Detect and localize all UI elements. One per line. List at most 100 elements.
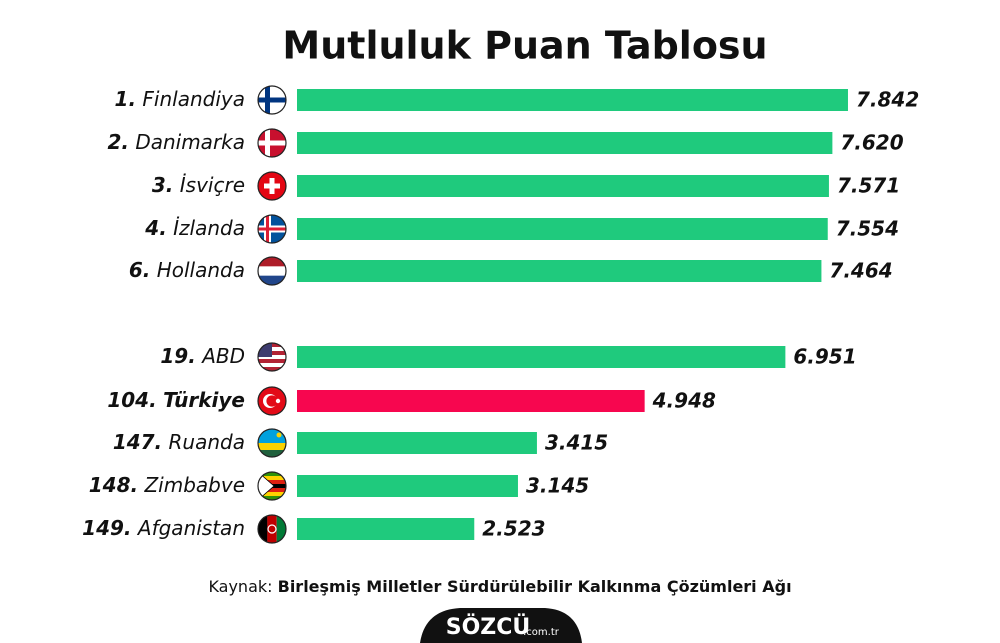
rank: 19. bbox=[160, 344, 195, 368]
value-label: 7.620 bbox=[840, 131, 903, 155]
value-label: 7.571 bbox=[837, 174, 900, 198]
country: İsviçre bbox=[180, 173, 245, 197]
chart-title: Mutluluk Puan Tablosu bbox=[282, 24, 767, 68]
flag-part bbox=[258, 496, 286, 500]
category-label: 2. Danimarka bbox=[107, 130, 245, 154]
bar bbox=[297, 390, 645, 412]
country: Ruanda bbox=[169, 430, 245, 454]
flag-part bbox=[258, 367, 286, 371]
flag-part bbox=[258, 227, 286, 231]
flag-border bbox=[257, 214, 287, 244]
country: ABD bbox=[200, 344, 245, 368]
source-text: Birleşmiş Milletler Sürdürülebilir Kalkı… bbox=[278, 577, 792, 596]
flag-part bbox=[258, 429, 286, 443]
flag bbox=[258, 257, 286, 285]
bar bbox=[297, 260, 822, 282]
source: Kaynak: Birleşmiş Milletler Sürdürülebil… bbox=[208, 577, 791, 596]
flag-part bbox=[258, 476, 286, 481]
value-label: 2.523 bbox=[482, 517, 545, 541]
country: Afganistan bbox=[136, 516, 245, 540]
flag-part bbox=[258, 257, 286, 267]
flag-part bbox=[276, 515, 286, 543]
flag-part bbox=[258, 450, 286, 457]
flag-part bbox=[267, 515, 277, 543]
rank: 1. bbox=[115, 87, 137, 111]
category-label: 149. Afganistan bbox=[82, 516, 245, 540]
flag-part bbox=[258, 480, 286, 485]
logo: SÖZCÜ bbox=[446, 614, 531, 640]
flag-part bbox=[258, 97, 286, 103]
category-label: 4. İzlanda bbox=[144, 216, 245, 240]
value-label: 3.415 bbox=[545, 431, 608, 455]
flag-part bbox=[258, 492, 286, 497]
flag-border bbox=[257, 471, 287, 501]
flag-part bbox=[258, 515, 268, 543]
rank: 148. bbox=[89, 473, 138, 497]
flag-border bbox=[257, 514, 287, 544]
value-label: 3.145 bbox=[526, 474, 589, 498]
flag-part bbox=[266, 395, 278, 407]
category-label: 147. Ruanda bbox=[113, 430, 245, 454]
bar bbox=[297, 89, 848, 111]
flag bbox=[258, 129, 286, 157]
country: İzlanda bbox=[173, 216, 245, 240]
category-label: 148. Zimbabve bbox=[89, 473, 245, 497]
flag bbox=[258, 387, 286, 415]
flag-border bbox=[257, 428, 287, 458]
value-label: 7.554 bbox=[836, 217, 899, 241]
flag bbox=[258, 429, 286, 457]
category-label: 6. Hollanda bbox=[129, 258, 245, 282]
rank: 4. bbox=[144, 216, 167, 240]
flag-part bbox=[258, 140, 286, 146]
source-prefix: Kaynak: bbox=[208, 577, 272, 596]
flag-border bbox=[257, 171, 287, 201]
flag bbox=[258, 472, 286, 500]
category-label: 104. Türkiye bbox=[107, 388, 245, 412]
flag-border bbox=[257, 342, 287, 372]
flag-part bbox=[258, 472, 275, 500]
country: Finlandiya bbox=[142, 87, 245, 111]
category-label: 19. ABD bbox=[160, 344, 245, 368]
flag-border bbox=[257, 85, 287, 115]
flag-part bbox=[258, 359, 286, 364]
flag-part bbox=[264, 183, 280, 189]
bar bbox=[297, 132, 833, 154]
flag-border bbox=[257, 128, 287, 158]
flag-border bbox=[257, 256, 287, 286]
flag-part bbox=[258, 488, 286, 493]
flag bbox=[258, 515, 286, 543]
country: Danimarka bbox=[135, 130, 245, 154]
bar bbox=[297, 346, 786, 368]
bar bbox=[297, 218, 828, 240]
flag-part bbox=[275, 398, 281, 404]
flag-part bbox=[258, 266, 286, 276]
category-label: 1. Finlandiya bbox=[115, 87, 245, 111]
flag-part bbox=[258, 275, 286, 285]
flag bbox=[258, 215, 286, 243]
value-label: 6.951 bbox=[793, 345, 856, 369]
country: Zimbabve bbox=[143, 473, 245, 497]
rank: 104. bbox=[107, 388, 156, 412]
rank: 6. bbox=[129, 258, 151, 282]
logo-badge bbox=[420, 608, 582, 643]
country: Türkiye bbox=[163, 388, 245, 412]
category-label: 3. İsviçre bbox=[152, 173, 245, 197]
value-label: 7.464 bbox=[829, 259, 892, 283]
rank: 149. bbox=[82, 516, 131, 540]
rank: 147. bbox=[113, 430, 162, 454]
flag-border bbox=[257, 386, 287, 416]
bar bbox=[297, 432, 537, 454]
bar bbox=[297, 475, 518, 497]
flag-part bbox=[258, 355, 286, 360]
logo-suffix: .com.tr bbox=[523, 627, 560, 638]
bar bbox=[297, 175, 829, 197]
rank: 3. bbox=[152, 173, 174, 197]
flag-part bbox=[258, 363, 286, 368]
flag-part bbox=[267, 524, 277, 534]
flag bbox=[258, 86, 286, 114]
country: Hollanda bbox=[157, 258, 245, 282]
flag-part bbox=[258, 443, 286, 450]
value-label: 7.842 bbox=[856, 88, 919, 112]
value-label: 4.948 bbox=[652, 389, 716, 413]
